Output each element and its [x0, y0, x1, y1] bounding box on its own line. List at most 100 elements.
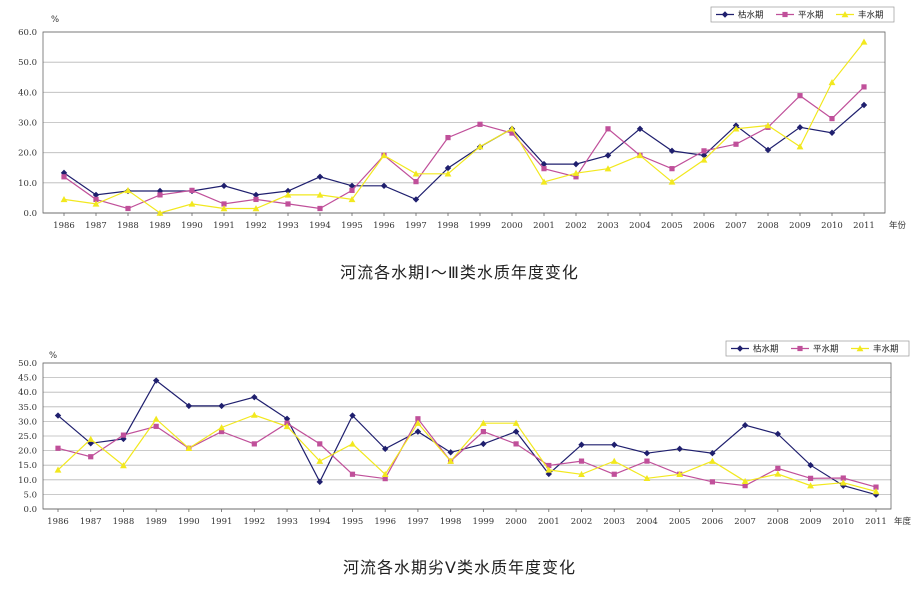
chart-1-data-point-wet	[444, 170, 452, 177]
chart-1-data-point-normal	[669, 166, 675, 172]
chart-1-data-point-dry	[636, 125, 644, 133]
chart-2-data-point-normal	[55, 445, 61, 451]
chart-2-plot: 0.0 5.0 10.0 15.0 20.0 25.0 30.0 35.0 40.0 45.0 50…	[18, 340, 912, 527]
chart-1-data-point-wet	[860, 38, 868, 45]
chart-1-legend: 枯水期 平水期 丰水期	[710, 6, 895, 23]
chart-2-y-tick-label: 40.0	[18, 388, 37, 398]
chart-1-data-point-normal	[93, 196, 99, 203]
chart-1-data-point-dry	[220, 182, 228, 190]
chart-1-x-tick-label: 1990	[181, 221, 203, 231]
chart-panel-1: 0.0 10.0 20.0 30.0 40.0 50.0 60.0% 1986 1987 1988…	[18, 6, 907, 282]
chart-2-series-wet	[54, 411, 880, 495]
chart-2-data-point-wet	[54, 466, 62, 473]
chart-2-y-tick-label: 0.0	[23, 505, 37, 515]
chart-1-data-point-dry	[92, 191, 100, 199]
chart-1-legend-marker-wet	[841, 11, 849, 18]
chart-2-x-tick-label: 2008	[767, 517, 789, 527]
chart-1-x-tick-label: 1996	[373, 221, 395, 231]
chart-2-x-tick-label: 2006	[702, 517, 724, 527]
chart-2-legend-label-dry: 枯水期	[753, 344, 779, 355]
chart-1-data-point-wet	[252, 205, 260, 212]
chart-1-data-point-normal	[509, 130, 515, 136]
chart-2-x-tick-label: 2009	[800, 517, 822, 527]
chart-1-data-point-dry	[700, 152, 708, 159]
chart-2-legend-label-normal: 平水期	[813, 344, 839, 355]
chart-2-data-point-normal	[251, 441, 257, 447]
chart-1-y-tick-label: 30.0	[18, 119, 37, 129]
chart-1-x-tick-label: 1997	[405, 221, 427, 231]
chart-2-data-point-wet	[250, 411, 258, 418]
chart-2-x-tick-label: 2000	[505, 517, 527, 527]
chart-2-data-point-wet	[643, 474, 651, 482]
chart-2-data-point-wet	[839, 479, 847, 486]
chart-1-data-point-normal	[317, 205, 323, 212]
chart-1-data-point-normal	[221, 201, 227, 207]
chart-1-data-point-dry	[380, 182, 388, 190]
chart-1-data-point-wet	[796, 143, 804, 150]
chart-2-data-point-dry	[185, 402, 193, 410]
chart-1-series-line-normal	[63, 86, 865, 210]
chart-1-x-tick-label: 1994	[309, 221, 331, 231]
chart-1-data-point-wet	[668, 178, 676, 185]
chart-2-data-point-wet	[152, 415, 160, 422]
chart-1-x-tick-label: 2005	[661, 221, 683, 231]
chart-1-legend-marker-normal	[782, 11, 788, 18]
chart-1-data-point-normal	[477, 121, 483, 127]
chart-1-legend-label-wet: 丰水期	[858, 10, 884, 21]
chart-2-data-point-dry	[382, 445, 389, 453]
chart-2-data-point-wet	[120, 462, 127, 469]
chart-1-data-point-normal	[829, 115, 835, 122]
chart-2-x-tick-label: 1988	[113, 517, 135, 527]
chart-2-x-tick-label: 2002	[571, 517, 593, 527]
chart-1-data-point-wet	[700, 156, 708, 163]
chart-2-data-point-wet	[414, 419, 422, 426]
chart-1-data-point-dry	[828, 129, 836, 136]
chart-1-data-point-normal	[61, 174, 67, 180]
chart-2-data-point-wet	[283, 422, 291, 430]
chart-2-data-point-dry	[578, 441, 585, 448]
chart-2-data-point-normal	[153, 423, 159, 429]
chart-1-x-tick-label: 1988	[117, 221, 139, 231]
chart-1-x-tick-label: 2000	[501, 221, 523, 231]
chart-1-data-point-dry	[252, 191, 260, 199]
chart-1-y-tick-label: 40.0	[18, 88, 37, 98]
chart-1-data-point-wet	[412, 170, 420, 177]
chart-2-data-point-normal	[611, 471, 617, 477]
chart-2-x-tick-label: 2001	[538, 517, 560, 527]
chart-1-series-line-dry	[63, 104, 865, 201]
chart-1-data-point-dry	[412, 196, 420, 203]
chart-2-data-point-normal	[317, 441, 323, 447]
chart-2-x-tick-label: 1990	[178, 517, 200, 527]
chart-1-data-point-wet	[284, 191, 292, 198]
chart-2-y-tick-label: 5.0	[23, 490, 37, 500]
chart-1-data-point-dry	[860, 101, 868, 109]
chart-1-data-point-wet	[156, 209, 164, 216]
chart-2-legend-label-wet: 丰水期	[873, 344, 899, 355]
chart-1-x-tick-label: 1998	[437, 221, 459, 231]
chart-2-data-point-normal	[546, 462, 552, 469]
chart-1-data-point-dry	[316, 173, 324, 180]
chart-2-x-tick-label: 1989	[145, 517, 167, 527]
chart-1-data-point-wet	[476, 143, 484, 150]
chart-1-x-tick-label: 2007	[725, 221, 747, 231]
chart-1-data-point-wet	[92, 200, 100, 207]
chart-1-plot: 0.0 10.0 20.0 30.0 40.0 50.0 60.0% 1986 1987 1988…	[18, 6, 907, 231]
chart-1-y-tick-label: 60.0	[18, 28, 37, 38]
chart-2-data-point-normal	[382, 476, 388, 482]
chart-2-x-tick-label: 2005	[669, 517, 691, 527]
chart-1-data-point-dry	[572, 160, 580, 168]
chart-1-legend-label-dry: 枯水期	[738, 10, 764, 21]
chart-1-x-tick-label: 1995	[341, 221, 363, 231]
chart-2-y-tick-label: 10.0	[18, 476, 37, 486]
chart-1-data-point-normal	[285, 201, 291, 207]
chart-2-x-tick-label: 1986	[47, 517, 69, 527]
chart-1-x-tick-label: 1999	[469, 221, 491, 231]
chart-2-y-tick-label: 45.0	[18, 374, 37, 384]
chart-1-x-axis: 1986 1987 1988 1989 1990 1991 1992 1993 1994 1995…	[53, 213, 875, 231]
chart-1-x-tick-label: 2004	[629, 221, 651, 231]
chart-2-data-point-dry	[54, 412, 62, 419]
chart-2-data-point-dry	[480, 440, 487, 448]
chart-1-data-point-normal	[189, 187, 195, 193]
chart-2-legend-marker-dry	[736, 345, 744, 352]
chart-2-data-point-wet	[87, 435, 95, 442]
